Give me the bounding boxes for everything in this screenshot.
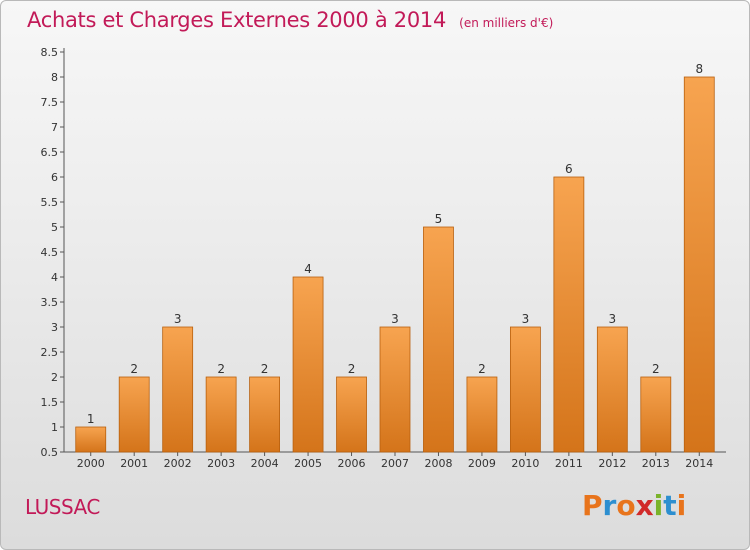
bar (379, 326, 411, 453)
bar (466, 376, 498, 453)
x-tick-label: 2013 (642, 457, 670, 470)
y-tick-label: 6.5 (41, 146, 59, 159)
x-tick-label: 2009 (468, 457, 496, 470)
data-label: 1 (87, 412, 95, 426)
x-tick-label: 2004 (251, 457, 279, 470)
data-label: 8 (695, 62, 703, 76)
logo-letter: i (676, 489, 687, 522)
y-tick-label: 1 (51, 421, 58, 434)
data-label: 3 (174, 312, 182, 326)
y-tick-label: 1.5 (41, 396, 59, 409)
logo-letter: o (616, 489, 636, 522)
x-tick-label: 2014 (685, 457, 713, 470)
x-tick-label: 2003 (207, 457, 235, 470)
proxiti-logo[interactable]: Proxiti (582, 489, 686, 522)
logo-letter: x (635, 489, 654, 522)
x-tick-label: 2005 (294, 457, 322, 470)
bar (336, 376, 367, 453)
bar (683, 76, 715, 453)
data-label: 2 (348, 362, 356, 376)
data-label: 2 (261, 362, 269, 376)
x-tick-label: 2002 (164, 457, 192, 470)
y-tick-label: 5 (51, 221, 58, 234)
logo-letter: r (602, 489, 617, 522)
bar (640, 376, 672, 453)
y-tick-label: 2.5 (41, 346, 59, 359)
x-tick-label: 2011 (555, 457, 583, 470)
data-label: 3 (522, 312, 530, 326)
y-tick-label: 7.5 (41, 96, 59, 109)
data-label: 3 (609, 312, 617, 326)
bar (205, 376, 237, 453)
y-tick-label: 7 (51, 121, 58, 134)
data-label: 4 (304, 262, 312, 276)
bar (292, 276, 324, 453)
chart-axes: 0.5 1 1.5 2 2.5 3 3.5 4 4.5 5 5.5 6 6.5 7 7.5 8 8.5 2000 2… (41, 46, 726, 470)
bar (118, 376, 150, 453)
logo-letter: i (653, 489, 664, 522)
x-tick-label: 2007 (381, 457, 409, 470)
bar (249, 376, 281, 453)
y-tick-label: 3 (51, 321, 58, 334)
y-tick-label: 5.5 (41, 196, 59, 209)
x-tick-label: 2006 (338, 457, 366, 470)
chart-title: Achats et Charges Externes 2000 à 2014 (27, 8, 447, 32)
y-tick-label: 4 (51, 271, 58, 284)
x-tick-label: 2001 (120, 457, 148, 470)
bar (509, 326, 541, 453)
data-label: 2 (652, 362, 660, 376)
x-tick-label: 2012 (598, 457, 626, 470)
data-label: 2 (217, 362, 225, 376)
y-tick-label: 3.5 (41, 296, 59, 309)
y-tick-label: 8 (51, 71, 58, 84)
data-label: 5 (435, 212, 443, 226)
commune-name: LUSSAC (25, 495, 100, 519)
y-tick-label: 0.5 (41, 446, 59, 459)
bar (423, 226, 454, 453)
y-tick-label: 8.5 (41, 46, 59, 59)
chart-data-labels: 1 2 3 2 2 4 2 3 5 2 3 6 3 2 8 (87, 62, 703, 426)
x-tick-label: 2008 (424, 457, 452, 470)
logo-letter: P (582, 489, 603, 522)
logo-letter: t (663, 489, 677, 522)
bar (553, 176, 585, 453)
y-tick-label: 4.5 (41, 246, 59, 259)
y-tick-label: 6 (51, 171, 58, 184)
bar (596, 326, 628, 453)
y-tick-label: 2 (51, 371, 58, 384)
data-label: 6 (565, 162, 573, 176)
bar (162, 326, 194, 453)
data-label: 2 (130, 362, 138, 376)
chart-subtitle: (en milliers d'€) (459, 16, 554, 30)
chart-bars (75, 76, 715, 453)
data-label: 2 (478, 362, 486, 376)
x-tick-label: 2010 (511, 457, 539, 470)
data-label: 3 (391, 312, 399, 326)
chart-header: Achats et Charges Externes 2000 à 2014 (… (27, 8, 553, 32)
bar (75, 426, 107, 453)
x-tick-label: 2000 (77, 457, 105, 470)
